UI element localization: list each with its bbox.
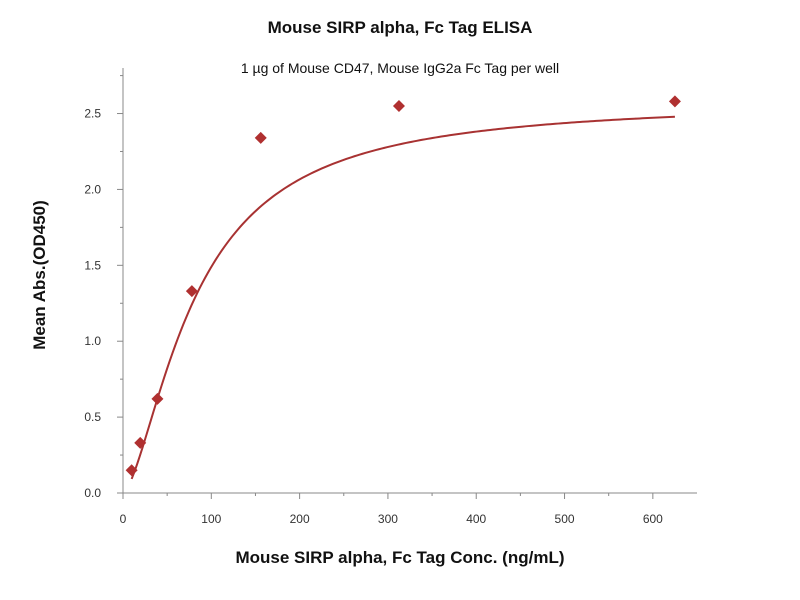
data-point [668,95,681,108]
x-tick-label: 100 [201,512,221,526]
data-point [151,392,164,405]
data-point [254,131,267,144]
data-point [185,285,198,298]
chart-subtitle: 1 µg of Mouse CD47, Mouse IgG2a Fc Tag p… [240,60,560,76]
data-point [125,464,138,477]
y-tick-label: 0.5 [84,410,101,424]
x-tick-label: 600 [643,512,663,526]
x-tick-label: 400 [466,512,486,526]
x-tick-label: 200 [290,512,310,526]
y-tick-label: 0.0 [84,486,101,500]
y-tick-label: 1.0 [84,334,101,348]
x-axis-label: Mouse SIRP alpha, Fc Tag Conc. (ng/mL) [235,548,565,567]
data-point [134,436,147,449]
fit-curve [130,115,675,480]
y-tick-label: 2.5 [84,107,101,121]
x-tick-label: 500 [555,512,575,526]
y-tick-label: 1.5 [84,258,101,272]
x-tick-label: 0 [120,512,127,526]
y-tick-label: 2.0 [84,182,101,196]
chart-title: Mouse SIRP alpha, Fc Tag ELISA [267,18,533,37]
x-tick-label: 300 [378,512,398,526]
data-point [392,99,405,112]
